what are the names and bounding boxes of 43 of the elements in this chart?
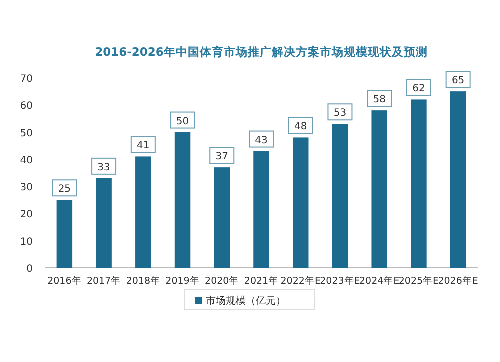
y-tick-label: 10 bbox=[20, 236, 33, 248]
y-tick-label: 40 bbox=[20, 155, 33, 166]
x-tick-label: 2016年 bbox=[48, 275, 82, 287]
data-label: 43 bbox=[255, 135, 268, 146]
y-tick-label: 0 bbox=[26, 264, 33, 275]
x-tick-label: 2018年 bbox=[126, 275, 161, 287]
data-label: 25 bbox=[58, 184, 72, 196]
bar bbox=[96, 178, 112, 268]
x-tick-label: 2017年 bbox=[86, 275, 122, 287]
bar bbox=[174, 132, 191, 268]
bar bbox=[450, 92, 466, 268]
y-tick-label: 70 bbox=[20, 74, 33, 85]
bar bbox=[136, 156, 152, 268]
y-tick-label: 20 bbox=[20, 210, 33, 221]
y-tick-label: 30 bbox=[20, 182, 33, 194]
bar bbox=[332, 124, 348, 268]
bar bbox=[411, 100, 427, 268]
x-tick-label: 2025年E bbox=[398, 275, 440, 287]
data-label: 58 bbox=[373, 94, 386, 106]
data-label: 65 bbox=[452, 76, 465, 87]
data-label: 37 bbox=[216, 152, 229, 163]
data-label: 33 bbox=[98, 162, 110, 174]
data-label: 53 bbox=[334, 108, 347, 120]
y-tick-label: 60 bbox=[20, 101, 33, 112]
chart-title: 2016-2026年中国体育市场推广解决方案市场规模现状及预测 bbox=[95, 45, 428, 59]
bar bbox=[372, 110, 388, 268]
data-label: 62 bbox=[412, 84, 426, 95]
bar bbox=[292, 138, 309, 268]
x-tick-label: 2023年E bbox=[320, 275, 360, 287]
x-tick-label: 2026年E bbox=[438, 275, 478, 287]
bar bbox=[214, 168, 230, 268]
x-tick-label: 2022年E bbox=[280, 275, 321, 287]
x-tick-label: 2019年 bbox=[166, 275, 200, 287]
legend-label: 市场规模（亿元） bbox=[206, 295, 286, 307]
data-label: 48 bbox=[294, 122, 308, 133]
data-label: 50 bbox=[176, 116, 190, 128]
x-tick-label: 2020年 bbox=[205, 275, 240, 287]
bar bbox=[254, 151, 270, 268]
x-tick-label: 2024年E bbox=[359, 275, 400, 287]
bar bbox=[56, 200, 73, 268]
y-tick-label: 50 bbox=[20, 128, 33, 140]
data-label: 41 bbox=[137, 140, 150, 152]
x-tick-label: 2021年 bbox=[244, 275, 279, 287]
